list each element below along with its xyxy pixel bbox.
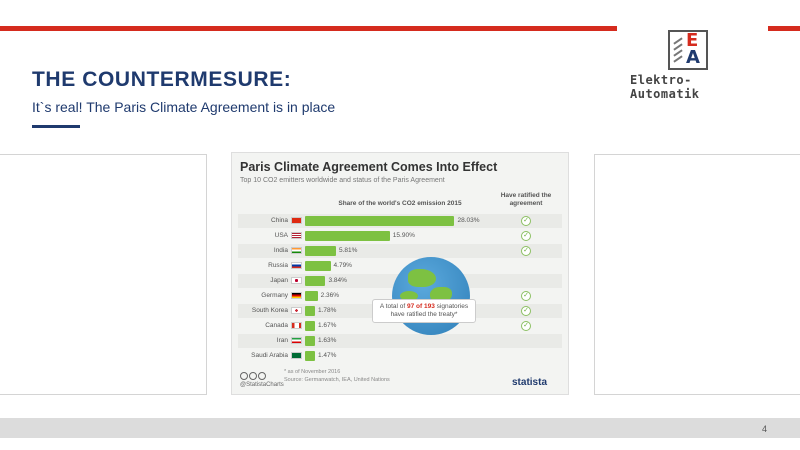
bar	[305, 351, 315, 361]
by-icon	[249, 372, 257, 380]
flag-icon	[291, 322, 302, 329]
bar	[305, 246, 336, 256]
header-red-bar-right	[768, 26, 800, 31]
data-label: 2.36%	[320, 292, 340, 299]
callout-text-after: signatories have ratified the treaty*	[390, 303, 469, 318]
header-red-bar-left	[0, 26, 617, 31]
globe-icon	[392, 257, 470, 335]
column-header-share: Share of the world's CO2 emission 2015	[338, 200, 462, 207]
chart-row: India 5.81% ✓	[238, 244, 562, 258]
data-label: 4.79%	[333, 262, 352, 269]
chart-row: Germany 2.36% ✓	[238, 289, 562, 303]
data-label: 1.47%	[318, 352, 337, 359]
left-image-frame	[0, 154, 207, 395]
title-accent-line	[32, 125, 80, 128]
infographic-title: Paris Climate Agreement Comes Into Effec…	[240, 160, 498, 174]
ea-logo-icon: E A	[668, 30, 708, 70]
logo-mark-e: E	[686, 30, 699, 51]
bar	[305, 276, 326, 286]
country-label: Germany	[261, 292, 288, 299]
page-number: 4	[762, 424, 768, 434]
statista-brand: statista	[512, 377, 548, 388]
country-label: Russia	[268, 262, 288, 269]
flag-icon	[291, 232, 302, 239]
flag-icon	[291, 292, 302, 299]
check-icon: ✓	[521, 216, 531, 226]
chart-row: Saudi Arabia 1.47%	[238, 349, 562, 363]
data-label: 1.63%	[318, 337, 337, 344]
data-label: 3.84%	[328, 277, 347, 284]
ratification-callout: A total of 97 of 193 signatories have ra…	[372, 299, 476, 323]
flag-icon	[291, 247, 302, 254]
cc-icon	[240, 372, 248, 380]
flag-icon	[291, 262, 302, 269]
slide-subtitle: It`s real! The Paris Climate Agreement i…	[32, 99, 336, 115]
data-label: 28.03%	[457, 217, 480, 224]
source-note: Source: Germanwatch, IEA, United Nations	[284, 377, 390, 383]
country-label: India	[273, 247, 288, 254]
chart-row: Russia 4.79%	[238, 259, 562, 273]
flag-icon	[291, 307, 302, 314]
slide-title: THE COUNTERMESURE:	[32, 68, 292, 91]
chart-row: Iran 1.63%	[238, 334, 562, 348]
data-label: 15.90%	[392, 232, 415, 239]
check-icon: ✓	[521, 231, 531, 241]
country-label: China	[271, 217, 288, 224]
country-label: Iran	[276, 337, 288, 344]
column-header-ratified: Have ratified the agreement	[500, 192, 552, 207]
chart-row: China 28.03% ✓	[238, 214, 562, 228]
footer-bar	[0, 418, 800, 438]
statista-infographic: Paris Climate Agreement Comes Into Effec…	[231, 152, 569, 395]
right-image-frame	[594, 154, 800, 395]
bar	[305, 291, 318, 301]
bar	[305, 321, 315, 331]
country-label: Japan	[270, 277, 288, 284]
country-label: South Korea	[251, 307, 288, 314]
check-icon: ✓	[521, 321, 531, 331]
check-icon: ✓	[521, 306, 531, 316]
flag-icon	[291, 352, 302, 359]
country-label: USA	[274, 232, 288, 239]
logo-mark-a: A	[686, 47, 700, 68]
bar	[305, 306, 315, 316]
bar	[305, 216, 455, 226]
footnote-block: * as of November 2016 Source: Germanwatc…	[284, 368, 390, 384]
country-label: Saudi Arabia	[251, 352, 288, 359]
footer-handle: @StatistaCharts	[240, 382, 284, 388]
nd-icon	[258, 372, 266, 380]
callout-highlight: 97 of 193	[407, 303, 435, 310]
data-label: 1.78%	[318, 307, 337, 314]
flag-icon	[291, 217, 302, 224]
data-label: 1.67%	[318, 322, 337, 329]
bar	[305, 261, 331, 271]
chart-row: Canada 1.67% ✓	[238, 319, 562, 333]
logo-wordmark: Elektro-Automatik	[630, 73, 700, 101]
flag-icon	[291, 337, 302, 344]
check-icon: ✓	[521, 291, 531, 301]
callout-text-before: A total of	[379, 303, 408, 310]
footnote: * as of November 2016	[284, 369, 341, 375]
check-icon: ✓	[521, 246, 531, 256]
company-logo: E A Elektro-Automatik	[628, 30, 758, 101]
bar	[305, 336, 315, 346]
chart-row: USA 15.90% ✓	[238, 229, 562, 243]
flag-icon	[291, 277, 302, 284]
bar	[305, 231, 390, 241]
data-label: 5.81%	[338, 247, 358, 254]
license-icons: @StatistaCharts	[240, 372, 284, 388]
country-label: Canada	[265, 322, 288, 329]
infographic-subtitle: Top 10 CO2 emitters worldwide and status…	[240, 177, 445, 184]
